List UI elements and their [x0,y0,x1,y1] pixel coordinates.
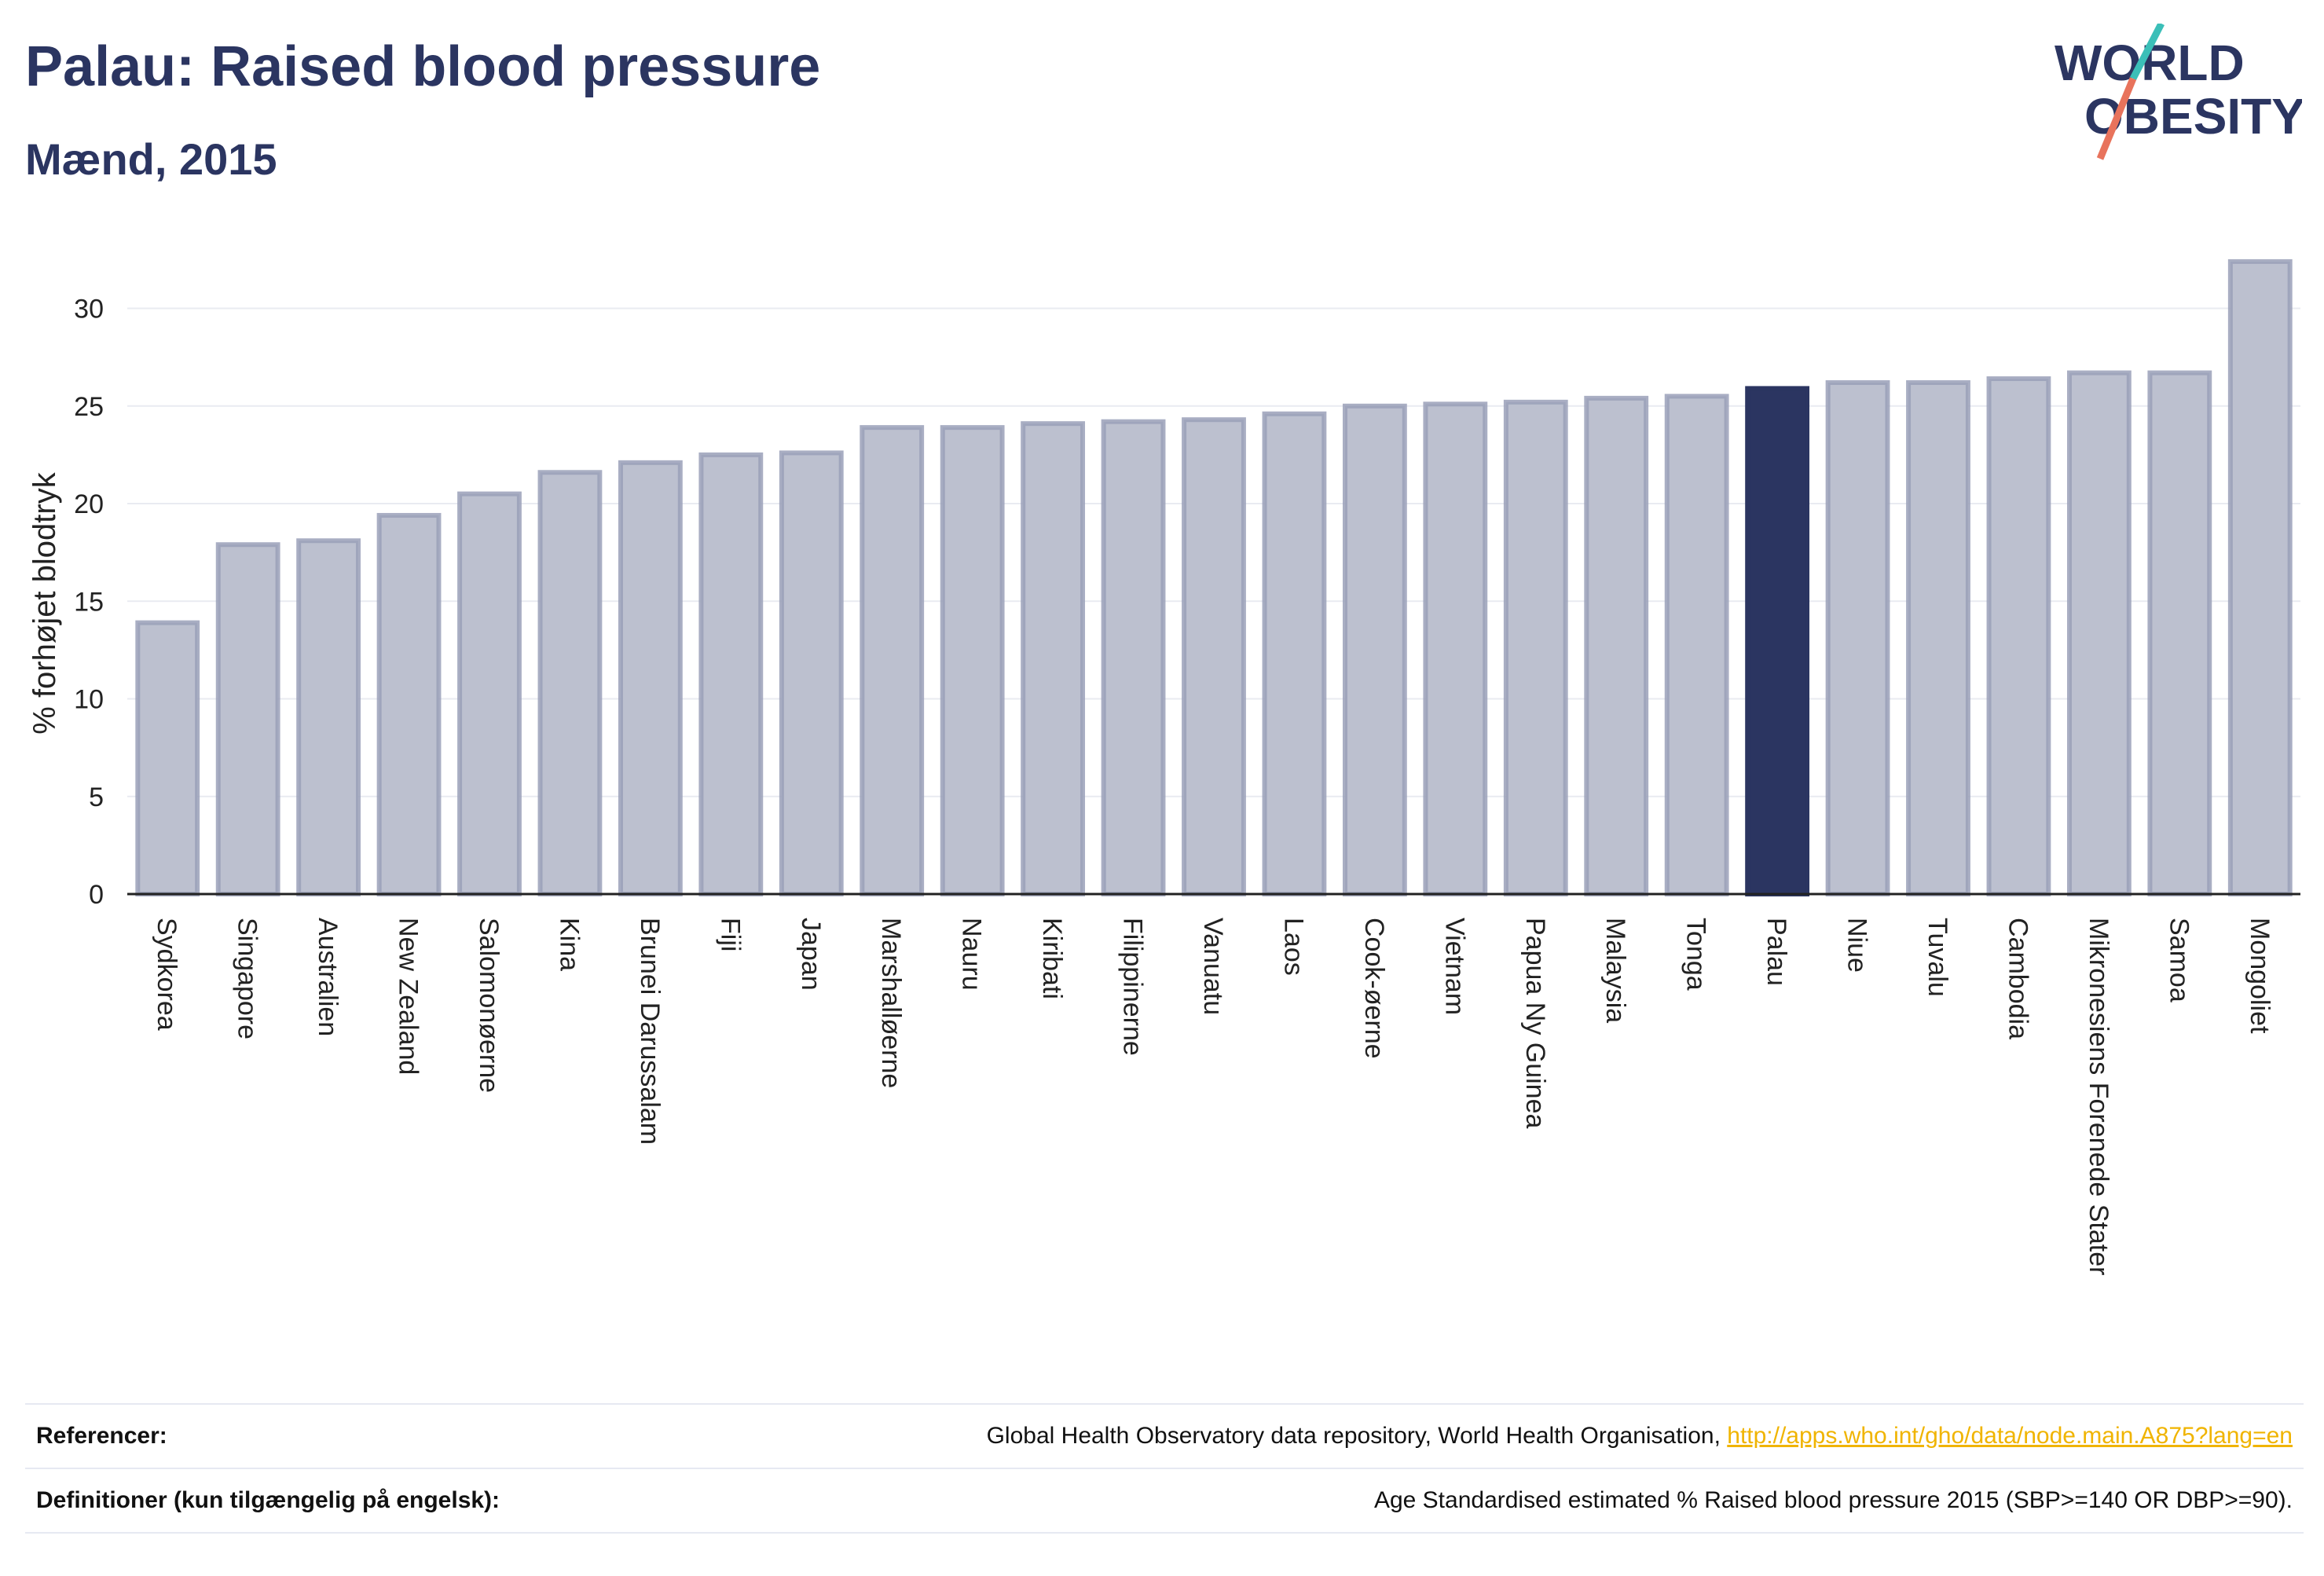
definitions-label: Definitioner (kun tilgængelig på engelsk… [36,1487,500,1513]
bar [2147,370,2212,896]
x-tick-label: Mikronesiens Forenede Stater [2084,918,2113,1275]
logo-slash-top [2129,24,2165,81]
bar [2066,370,2132,896]
x-tick-label: Japan [796,918,826,991]
references-value: Global Health Observatory data repositor… [987,1423,2304,1450]
bar [135,620,200,897]
bar [1745,386,1810,896]
bar [2227,258,2293,896]
bar [1101,419,1166,896]
bar [1342,403,1407,896]
bar [457,491,522,897]
references-label: Referencer: [36,1423,167,1449]
y-tick-label: 30 [74,295,104,324]
bar [1021,421,1086,896]
x-tick-label: Fiji [715,918,745,951]
x-tick-label: Nauru [957,918,987,991]
bar [698,452,764,896]
x-tick-label: Cook-øerne [1359,918,1389,1059]
y-tick-label: 10 [74,685,104,715]
chart-title: Palau: Raised blood pressure [25,35,821,98]
x-tick-label: Samoa [2164,918,2194,1002]
x-tick-label: Kina [554,918,584,971]
x-tick-label: Sydkorea [152,918,181,1031]
x-tick-label: Malaysia [1600,918,1630,1023]
bar [1986,376,2051,896]
bar [779,450,844,896]
logo-slash-bottom [2096,77,2137,160]
bar [1182,417,1246,896]
references-text: Global Health Observatory data repositor… [986,1423,1728,1449]
bar [215,542,280,896]
x-tick-label: Laos [1278,918,1308,976]
definitions-row: Definitioner (kun tilgængelig på engelsk… [25,1468,2304,1534]
bar [618,460,683,896]
bar [1664,394,1729,896]
bar [860,425,925,896]
bar [296,538,361,896]
x-tick-label: Tonga [1681,918,1711,991]
y-tick-label: 20 [74,489,104,519]
definitions-value: Age Standardised estimated % Raised bloo… [1373,1487,2293,1513]
x-tick-label: Singapore [233,918,262,1039]
x-tick-label: Vanuatu [1198,918,1228,1015]
world-obesity-logo: WORLD OBESITY [2055,24,2302,160]
bar [1503,399,1568,896]
y-tick-label: 5 [89,783,104,812]
x-tick-label: Cambodia [2003,918,2033,1039]
x-tick-label: Filippinerne [1118,918,1148,1056]
x-tick-label: Marshalløerne [876,918,906,1088]
bar [1423,401,1488,896]
bar [1825,379,1890,896]
y-axis-label: % forhøjet blodtryk [27,471,62,734]
y-tick-label: 25 [74,392,104,422]
x-tick-label: New Zealand [394,918,423,1075]
x-tick-label: Vietnam [1439,918,1469,1015]
x-tick-label: Niue [1842,918,1872,973]
references-table: Referencer: Global Health Observatory da… [25,1403,2304,1534]
x-tick-label: Brunei Darussalam [635,918,665,1145]
references-row: Referencer: Global Health Observatory da… [25,1403,2304,1468]
chart-subtitle: Mænd, 2015 [25,134,277,184]
y-tick-label: 0 [89,880,104,910]
references-link[interactable]: http://apps.who.int/gho/data/node.main.A… [1727,1423,2293,1449]
x-tick-label: Papua Ny Guinea [1520,918,1550,1128]
bar-chart: 0 5 10 15 20 25 30 % forhøjet blodtryk Sydkorea S… [27,258,2300,1275]
bar [1262,411,1327,896]
bar [1906,379,1970,896]
x-tick-label: Palau [1761,918,1791,986]
x-tick-label: Kiribati [1037,918,1067,999]
x-tick-label: Mongoliet [2245,918,2275,1034]
bar [1584,395,1649,896]
x-tick-label: Tuvalu [1923,918,1952,997]
bar [537,470,603,896]
bar [940,425,1005,896]
bar [376,512,442,896]
x-tick-label: Australien [313,918,343,1036]
y-tick-label: 15 [74,587,104,617]
x-tick-label: Salomonøerne [474,918,504,1093]
